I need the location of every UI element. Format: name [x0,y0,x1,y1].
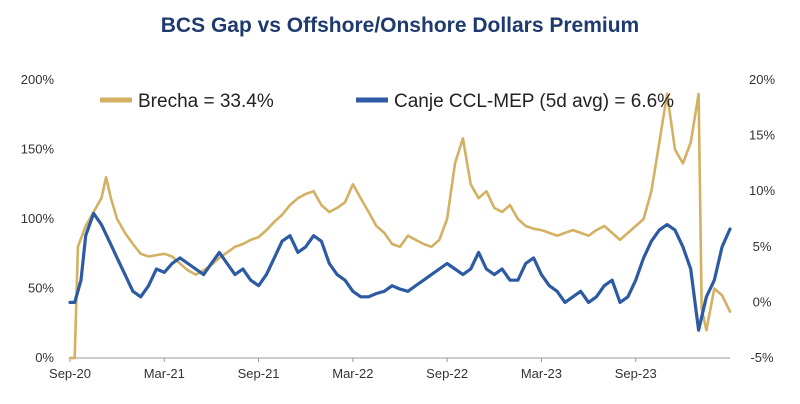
left-tick-label: 200% [21,72,55,87]
left-tick-label: 0% [35,350,54,365]
right-tick-label: 5% [753,239,772,254]
left-tick-label: 100% [21,211,55,226]
x-tick-label: Sep-21 [238,366,280,381]
right-tick-label: 15% [749,128,775,143]
chart-title: BCS Gap vs Offshore/Onshore Dollars Prem… [160,14,640,37]
x-tick-label: Mar-23 [521,366,562,381]
left-axis-ticks: 0% 50% 100% 150% 200% [21,72,55,365]
x-tick-label: Sep-20 [49,366,91,381]
right-tick-label: 10% [749,183,775,198]
series-line-brecha [68,92,732,360]
series-layer [68,92,732,360]
x-tick-label: Sep-22 [426,366,468,381]
x-axis-ticks: Sep-20 Mar-21 Sep-21 Mar-22 Sep-22 Mar-23 Sep-… [49,358,657,381]
left-tick-label: 50% [28,281,54,296]
x-tick-label: Sep-23 [615,366,657,381]
legend-label-canje: Canje CCL-MEP (5d avg) = 6.6% [394,91,674,112]
right-tick-label: -5% [750,350,774,365]
legend: Brecha = 33.4% Canje CCL-MEP (5d avg) = 6… [100,91,674,112]
right-tick-label: 20% [749,72,775,87]
legend-label-brecha: Brecha = 33.4% [138,91,274,112]
x-tick-label: Mar-21 [144,366,185,381]
right-tick-label: 0% [753,294,772,309]
right-axis-ticks: -5% 0% 5% 10% 15% 20% [749,72,775,365]
series-line-canje [68,211,732,332]
left-tick-label: 150% [21,142,55,157]
x-tick-label: Mar-22 [332,366,373,381]
